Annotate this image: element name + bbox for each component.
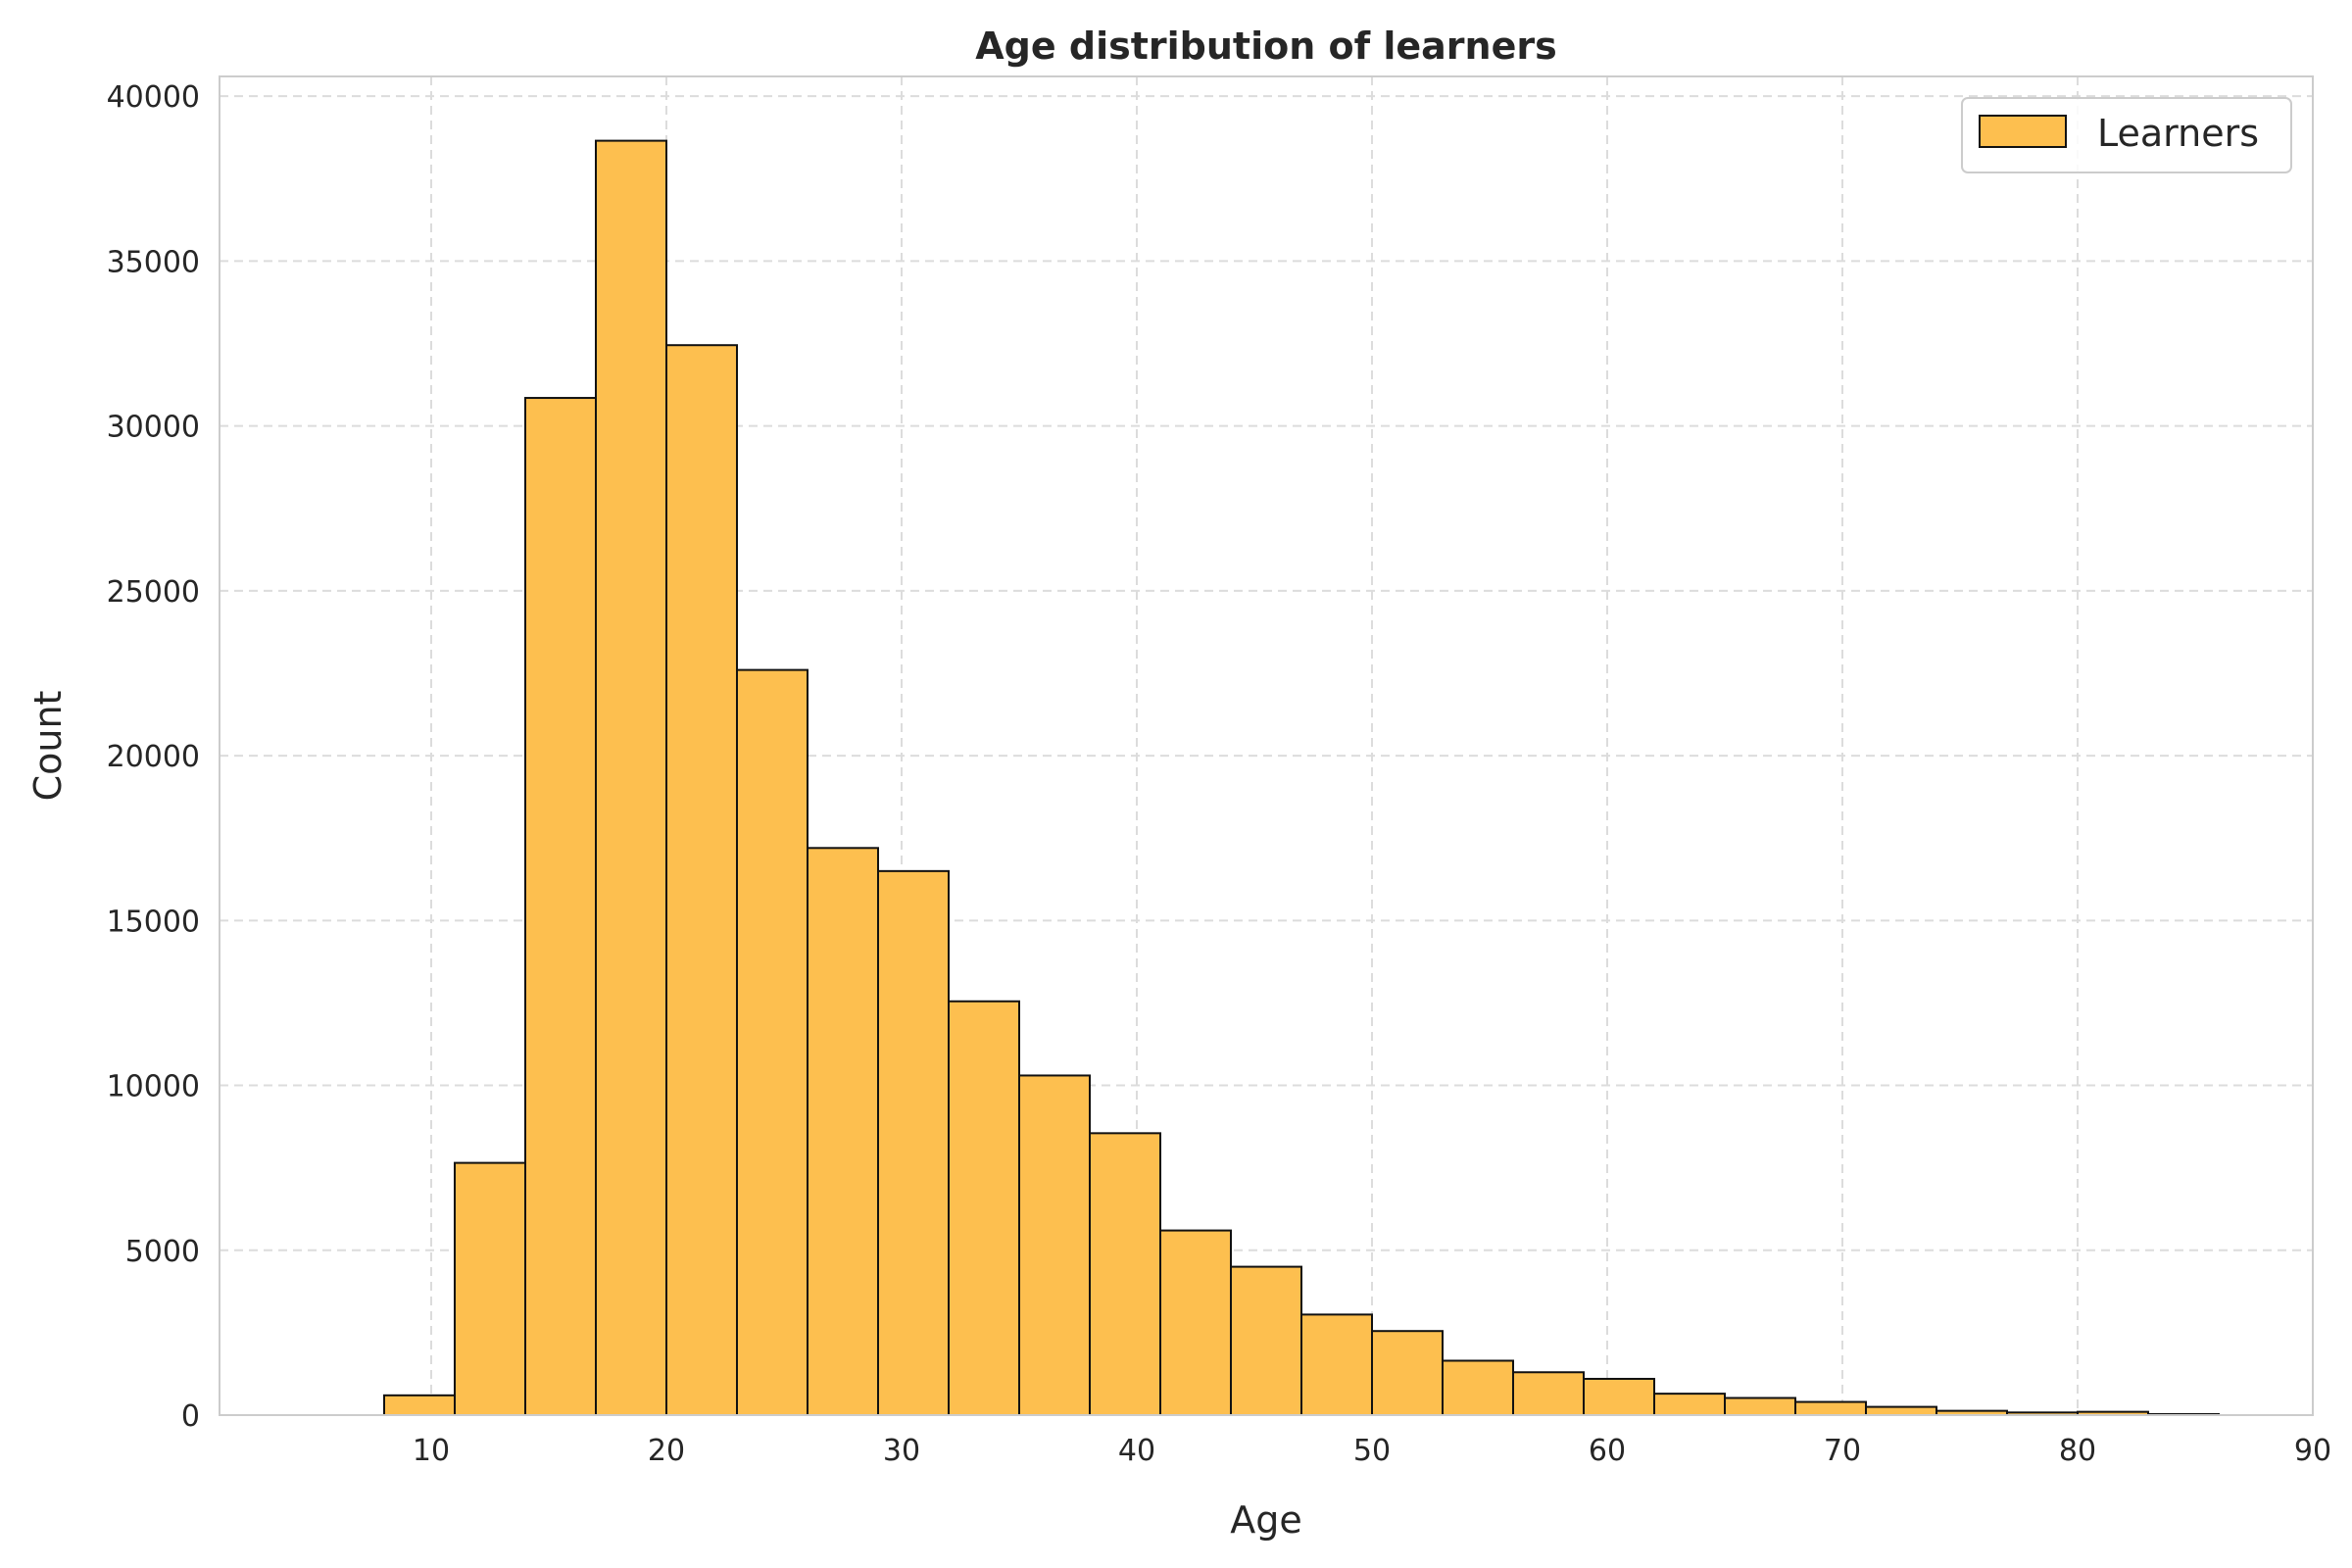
x-tick-labels: 10 20 30 40 50 60 70 80 90 bbox=[413, 1434, 2331, 1468]
histogram-bar bbox=[1865, 1405, 1937, 1416]
legend: Learners bbox=[1961, 97, 2292, 173]
histogram-bar bbox=[1794, 1400, 1867, 1416]
histogram-bar bbox=[1159, 1229, 1232, 1416]
histogram-bar bbox=[736, 668, 808, 1416]
histogram-bar bbox=[1653, 1393, 1726, 1416]
legend-label: Learners bbox=[2097, 112, 2259, 155]
histogram-bar bbox=[383, 1394, 456, 1417]
histogram-bar bbox=[1512, 1371, 1585, 1417]
histogram-bar bbox=[454, 1161, 526, 1416]
histogram-bar bbox=[1089, 1132, 1161, 1416]
x-tick-label: 80 bbox=[2059, 1434, 2096, 1468]
histogram-bar bbox=[1230, 1265, 1302, 1417]
x-tick-label: 20 bbox=[648, 1434, 685, 1468]
chart-title: Age distribution of learners bbox=[975, 24, 1556, 68]
x-tick-label: 30 bbox=[883, 1434, 920, 1468]
y-tick-label: 10000 bbox=[107, 1070, 200, 1104]
histogram-bars bbox=[383, 139, 2220, 1417]
y-tick-label: 25000 bbox=[107, 575, 200, 610]
histogram-bar bbox=[1371, 1330, 1444, 1417]
y-axis-title: Count bbox=[26, 691, 70, 802]
histogram-bar bbox=[665, 344, 738, 1416]
plot-frame bbox=[219, 75, 2314, 1416]
y-tick-label: 15000 bbox=[107, 905, 200, 939]
x-tick-label: 10 bbox=[413, 1434, 450, 1468]
y-tick-label: 40000 bbox=[107, 80, 200, 115]
y-tick-label: 5000 bbox=[125, 1235, 200, 1269]
x-tick-label: 70 bbox=[1824, 1434, 1861, 1468]
y-tick-label: 35000 bbox=[107, 245, 200, 279]
legend-swatch bbox=[1979, 115, 2067, 148]
histogram-bar bbox=[948, 1000, 1020, 1416]
x-tick-label: 60 bbox=[1589, 1434, 1626, 1468]
x-axis-title: Age bbox=[1230, 1498, 1302, 1542]
histogram-bar bbox=[877, 869, 950, 1416]
histogram-bar bbox=[1300, 1313, 1373, 1416]
histogram-bar bbox=[524, 397, 597, 1416]
y-tick-label: 20000 bbox=[107, 740, 200, 774]
x-tick-label: 90 bbox=[2294, 1434, 2331, 1468]
histogram-bar bbox=[807, 847, 879, 1416]
x-tick-label: 50 bbox=[1353, 1434, 1391, 1468]
x-tick-label: 40 bbox=[1118, 1434, 1155, 1468]
histogram-bar bbox=[1583, 1377, 1655, 1416]
y-tick-label: 30000 bbox=[107, 411, 200, 445]
y-tick-label: 0 bbox=[181, 1399, 200, 1434]
histogram-bar bbox=[1018, 1074, 1091, 1417]
histogram-bar bbox=[1724, 1396, 1796, 1416]
histogram-bar bbox=[1442, 1359, 1514, 1417]
y-tick-labels: 0 5000 10000 15000 20000 25000 30000 35000 40000 bbox=[107, 80, 200, 1434]
histogram-bar bbox=[595, 139, 667, 1416]
